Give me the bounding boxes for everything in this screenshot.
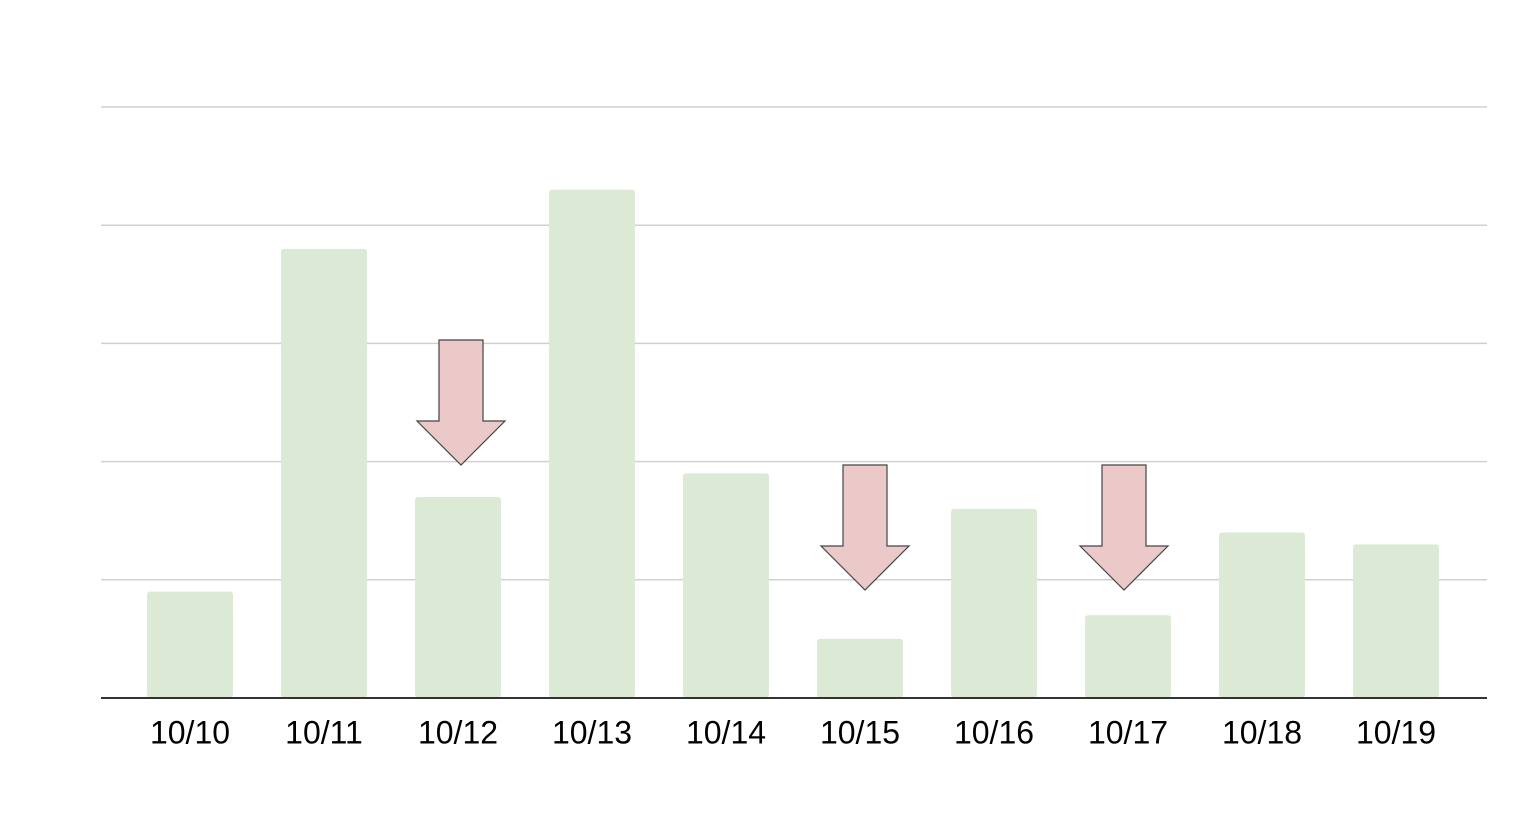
x-tick-label: 10/14: [686, 714, 766, 750]
x-tick-label: 10/13: [552, 714, 632, 750]
down-arrow: [819, 464, 911, 591]
bar: [147, 591, 233, 698]
bar: [817, 638, 903, 698]
x-tick-label: 10/12: [418, 714, 498, 750]
x-tick-label: 10/10: [150, 714, 230, 750]
bar: [281, 248, 367, 698]
bars: [147, 189, 1439, 699]
x-tick-label: 10/17: [1088, 714, 1168, 750]
bar: [951, 508, 1037, 698]
bar: [1085, 615, 1171, 698]
x-tick-label: 10/16: [954, 714, 1034, 750]
bar: [1219, 532, 1305, 698]
x-tick-label: 10/19: [1356, 714, 1436, 750]
bar: [415, 497, 501, 698]
x-tick-label: 10/11: [285, 714, 363, 750]
down-arrow: [1078, 464, 1170, 591]
annotations: [415, 339, 1170, 591]
bar: [1353, 544, 1439, 698]
bar: [549, 189, 635, 699]
x-tick-label: 10/15: [820, 714, 900, 750]
bar: [683, 473, 769, 698]
down-arrow: [415, 339, 507, 466]
x-tick-label: 10/18: [1222, 714, 1302, 750]
